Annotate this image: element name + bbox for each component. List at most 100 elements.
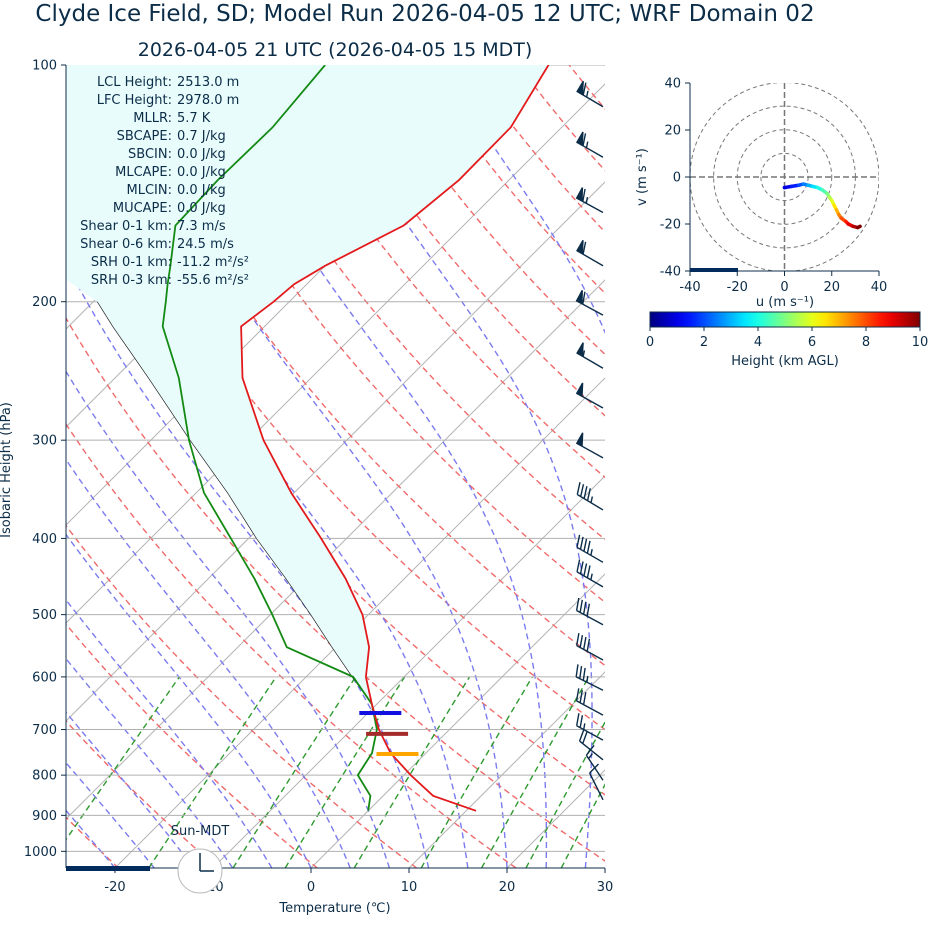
stat-value: 0.0 J/kg [177,201,226,216]
isotherm [114,377,605,868]
moist-adiabat [200,65,548,868]
wind-barb [575,432,604,459]
hodograph-bar [690,268,738,272]
dry-adiabat [111,65,605,667]
dry-adiabat [66,623,318,868]
stat-value: 2978.0 m [177,93,239,108]
stat-label: MUCAPE: [113,201,172,216]
hodograph-trace [782,182,862,230]
stat-label: MLCAPE: [115,165,172,180]
stat-value: 24.5 m/s [177,237,234,252]
stat-label: SBCIN: [128,147,172,162]
mixing-ratio-line [420,676,533,868]
dry-adiabat [162,65,605,604]
hodograph-x-tick-label: -40 [679,280,700,295]
colorbar-tick-label: 6 [808,335,816,350]
moist-adiabat [66,809,116,868]
x-tick-label: 30 [597,880,614,895]
progress-bar [66,866,150,871]
moist-adiabat [66,458,351,868]
mixing-ratio-line [560,783,605,868]
moist-adiabat [66,533,312,868]
dry-adiabat [66,74,605,731]
y-tick-label: 700 [32,723,57,738]
chart-subtitle: 2026-04-05 21 UTC (2026-04-05 15 MDT) [138,39,533,61]
wind-barb [576,534,604,563]
stat-label: SRH 0-3 km: [91,273,172,288]
hodograph-y-tick-label: -40 [660,265,681,280]
wind-barb [576,80,604,108]
isotherm [66,279,605,820]
temperature-profile [240,65,550,812]
dry-adiabat [314,65,605,417]
stat-label: LCL Height: [97,75,172,90]
wind-barb [576,239,604,267]
isotherm [506,769,605,868]
colorbar-tick-label: 10 [912,335,928,350]
parcel-area [66,65,549,705]
mixing-ratio-line [148,676,277,868]
moist-adiabat [66,761,155,868]
mixing-ratio-line [284,676,406,868]
moist-adiabat [115,65,508,868]
mixing-ratio-line [353,676,471,868]
wind-barb [575,382,604,409]
stat-label: SBCAPE: [117,129,172,144]
dry-adiabat [721,65,928,868]
colorbar-gradient [649,311,921,328]
y-tick-label: 200 [32,295,57,310]
x-axis-label: Temperature (℃) [278,901,390,916]
mixing-ratio-line [616,677,714,868]
wind-barbs [575,80,604,801]
stat-label: MLCIN: [127,183,172,198]
stat-label: SRH 0-1 km: [91,255,172,270]
colorbar-tick-label: 4 [754,335,762,350]
y-tick-label: 600 [32,670,57,685]
mixing-ratio-line [480,676,590,868]
dry-adiabat [874,65,928,868]
moist-adiabat [66,117,469,868]
wind-barb [575,688,604,716]
isotherm [801,65,928,868]
wind-barb [576,342,604,369]
stats-box: LCL Height: 2513.0 m LFC Height: 2978.0 m ML… [80,75,249,288]
axes: 1002003004005006007008009001000-20-10010… [24,59,613,896]
dry-adiabat [66,524,418,868]
stat-label: MLLR: [133,111,172,126]
wind-barb [575,187,604,214]
hodograph-y-tick-label: 20 [664,124,681,139]
isotherm [66,181,605,722]
moist-adiabat [66,370,391,868]
hodograph-axes: -40 -20 0 20 40 -40 -20 0 20 40 [660,77,888,296]
profiles [66,65,550,812]
stat-value: 0.0 J/kg [177,147,226,162]
dry-adiabat [467,65,605,233]
colorbar-tick-label: 2 [700,335,708,350]
hodograph-x-label: u (m s⁻¹) [756,295,814,310]
colorbar-tick-label: 8 [862,335,870,350]
wind-barb [576,559,604,588]
y-tick-label: 100 [32,59,57,74]
wind-barb [588,763,604,801]
wind-barb [576,482,604,511]
mixing-ratio-line [66,676,180,841]
dry-adiabat [66,719,219,868]
colorbar: 0 2 4 6 8 10 [646,311,928,350]
stat-value: 2513.0 m [177,75,239,90]
isotherm [604,867,605,868]
isotherm [310,573,605,868]
hodograph-x-tick-label: 0 [780,280,788,295]
y-tick-label: 1000 [24,845,57,860]
isotherm [212,475,605,868]
stat-value: -55.6 m²/s² [177,273,249,288]
moist-adiabat [439,65,605,334]
moist-adiabat [604,65,605,67]
x-tick-label: 10 [401,880,418,895]
hodograph-x-tick-label: 40 [871,280,888,295]
y-tick-label: 400 [32,532,57,547]
dry-adiabat [66,316,605,862]
colorbar-label: Height (km AGL) [731,354,839,369]
stat-value: 0.0 J/kg [177,165,226,180]
x-tick-label: -20 [104,880,125,895]
